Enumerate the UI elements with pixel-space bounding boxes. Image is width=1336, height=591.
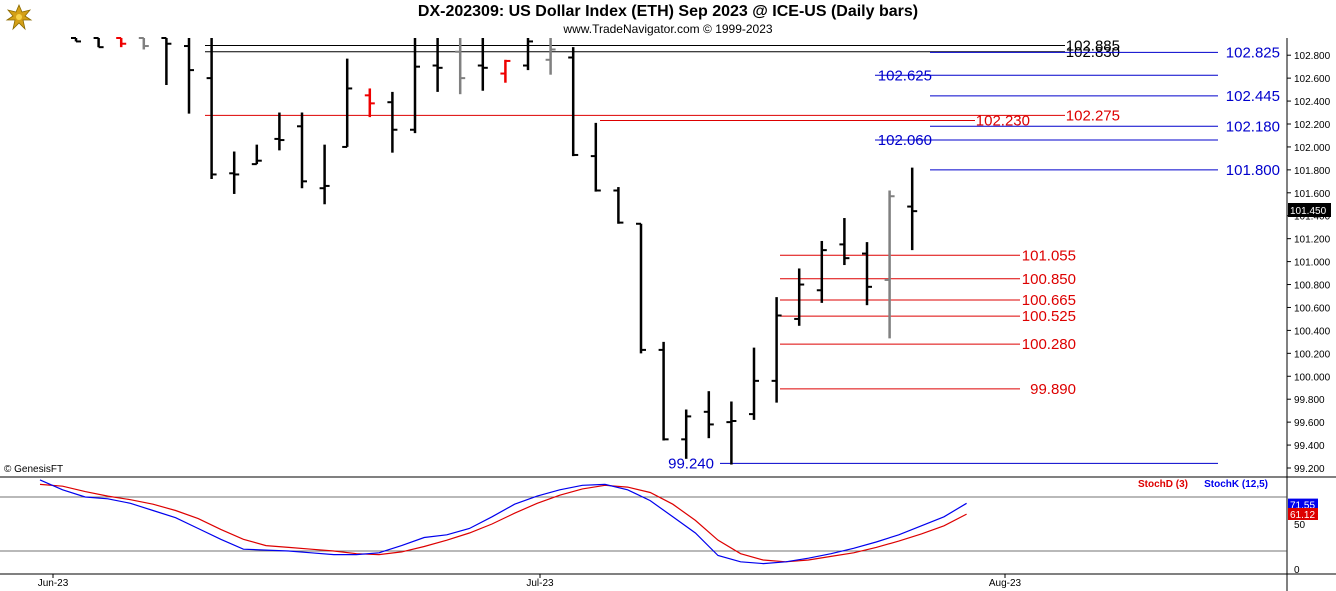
level-label: 100.525 (1022, 308, 1076, 325)
y-tick-label: 101.400 (1294, 212, 1331, 223)
y-tick-label: 102.000 (1294, 143, 1331, 154)
last-price-badge (1288, 203, 1331, 217)
y-tick-label: 100.200 (1294, 349, 1331, 360)
stoch-tick-label: 50 (1294, 520, 1306, 531)
x-tick-label: Jul-23 (526, 578, 554, 589)
level-label: 100.280 (1022, 336, 1076, 353)
level-label: 101.800 (1226, 162, 1280, 179)
level-label: 102.180 (1226, 118, 1280, 135)
y-tick-label: 102.400 (1294, 97, 1331, 108)
x-tick-label: Aug-23 (989, 578, 1022, 589)
copyright-label: © GenesisFT (4, 464, 63, 475)
y-tick-label: 100.600 (1294, 303, 1331, 314)
gold-eagle-logo-icon (5, 3, 33, 31)
y-tick-label: 101.200 (1294, 235, 1331, 246)
y-tick-label: 102.800 (1294, 51, 1331, 62)
level-label: 102.825 (1226, 44, 1280, 61)
stoch-k-legend: StochK (12,5) (1204, 479, 1268, 490)
stoch-k-badge (1288, 498, 1318, 511)
stoch-d-legend: StochD (3) (1138, 479, 1188, 490)
level-label: 102.060 (878, 132, 932, 149)
chart-subtitle: www.TradeNavigator.com © 1999-2023 (563, 22, 773, 36)
y-tick-label: 102.200 (1294, 120, 1331, 131)
level-label: 102.275 (1066, 107, 1120, 124)
level-label: 100.665 (1022, 292, 1076, 309)
last-price-label: 101.450 (1290, 206, 1327, 217)
level-label: 101.055 (1022, 247, 1076, 264)
y-tick-label: 99.800 (1294, 395, 1325, 406)
level-label: 102.885 (1066, 37, 1120, 54)
y-tick-label: 101.000 (1294, 258, 1331, 269)
x-tick-label: Jun-23 (38, 578, 69, 589)
y-tick-label: 100.800 (1294, 281, 1331, 292)
y-tick-label: 99.400 (1294, 441, 1325, 452)
stoch-d-value: 61.12 (1290, 510, 1315, 521)
y-tick-label: 101.600 (1294, 189, 1331, 200)
price-panel (0, 38, 1287, 476)
level-label: 99.240 (668, 455, 714, 472)
level-label: 102.445 (1226, 88, 1280, 105)
y-tick-label: 100.000 (1294, 372, 1331, 383)
title-bar: DX-202309: US Dollar Index (ETH) Sep 202… (0, 0, 1336, 38)
y-tick-label: 102.600 (1294, 74, 1331, 85)
level-label: 100.850 (1022, 271, 1076, 288)
chart-title: DX-202309: US Dollar Index (ETH) Sep 202… (417, 3, 919, 20)
y-tick-label: 100.400 (1294, 326, 1331, 337)
y-tick-label: 101.800 (1294, 166, 1331, 177)
y-tick-label: 99.200 (1294, 464, 1325, 475)
stoch-d-badge (1288, 507, 1318, 520)
level-label: 102.230 (976, 113, 1030, 130)
stoch-k-value: 71.55 (1290, 501, 1315, 512)
stoch-k-line (39, 479, 967, 565)
stoch-tick-label: 0 (1294, 565, 1300, 576)
level-label: 99.890 (1030, 381, 1076, 398)
y-tick-label: 99.600 (1294, 418, 1325, 429)
stoch-d-line (39, 483, 967, 563)
level-label: 102.625 (878, 67, 932, 84)
